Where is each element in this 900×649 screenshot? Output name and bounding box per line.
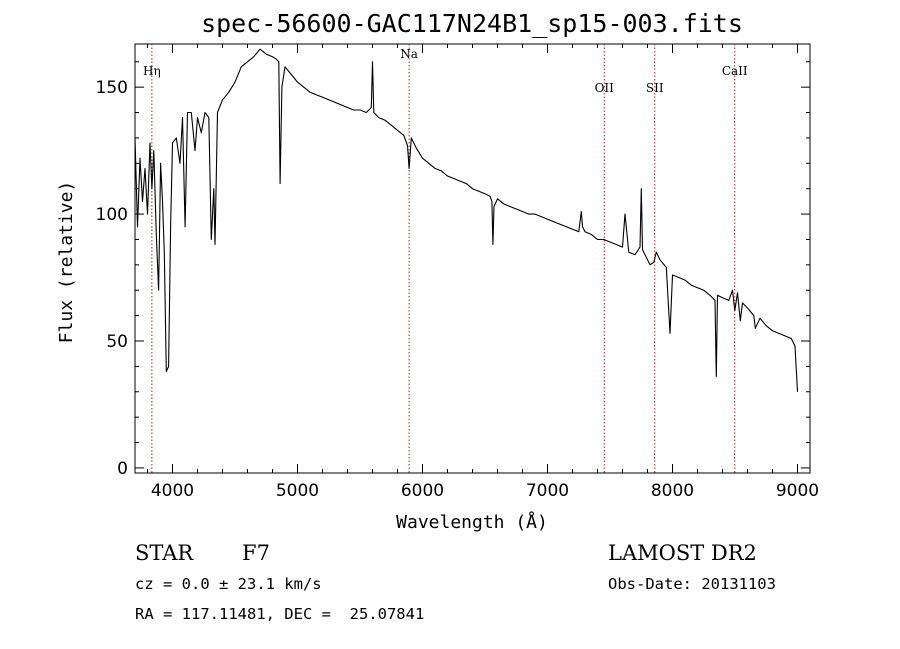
spectrum-line: [134, 48, 799, 392]
plot-frame: [134, 43, 811, 474]
x-axis-title: Wavelength (Å): [396, 511, 548, 533]
object-subclass: F7: [242, 541, 270, 565]
spectral-line-label: OII: [595, 81, 615, 95]
y-tick-label: 50: [106, 332, 128, 352]
x-tick-label: 4000: [151, 481, 194, 501]
y-tick-label: 0: [117, 459, 128, 479]
redshift-text: cz = 0.0 ± 23.1 km/s: [135, 575, 322, 593]
spectral-line-label: CaII: [722, 64, 748, 78]
x-tick-label: 8000: [651, 481, 694, 501]
spectral-line-markers: Hη Na OII SII CaII: [143, 44, 748, 473]
x-tick-label: 7000: [526, 481, 569, 501]
spectral-line-label: Hη: [143, 64, 161, 78]
x-axis: 4000 5000 6000 7000 8000 9000: [147, 44, 819, 501]
coordinates-text: RA = 117.11481, DEC = 25.07841: [135, 605, 424, 623]
chart-title: spec-56600-GAC117N24B1_sp15-003.fits: [201, 9, 743, 38]
y-axis: 0 50 100 150: [96, 61, 810, 479]
x-tick-label: 6000: [401, 481, 444, 501]
object-class: STAR: [135, 541, 194, 565]
spectral-line-label: SII: [646, 81, 664, 95]
obs-date-text: Obs-Date: 20131103: [608, 575, 776, 593]
survey-name: LAMOST DR2: [608, 541, 757, 565]
y-axis-title: Flux (relative): [56, 181, 77, 344]
y-tick-label: 100: [96, 205, 128, 225]
x-tick-label: 9000: [776, 481, 819, 501]
spectral-line-label: Na: [400, 47, 418, 61]
plot-area: 4000 5000 6000 7000 8000 9000 0 50 100 150 Hη Na O…: [96, 43, 819, 501]
x-tick-label: 5000: [276, 481, 319, 501]
y-tick-label: 150: [96, 78, 128, 98]
